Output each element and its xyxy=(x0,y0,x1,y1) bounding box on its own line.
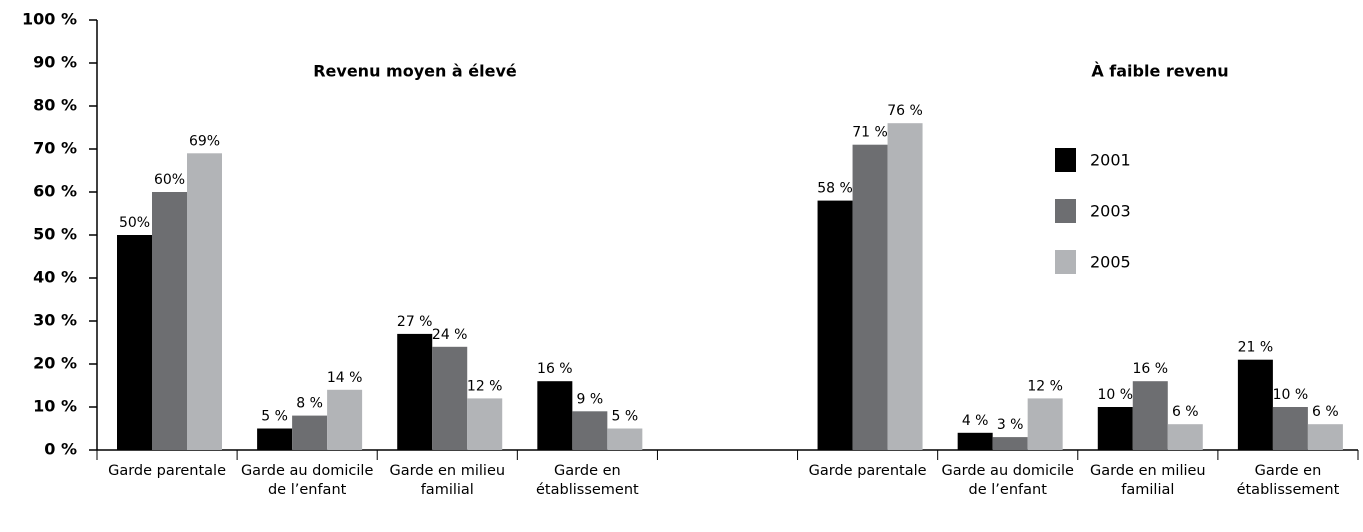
value-label: 4 % xyxy=(962,413,989,429)
x-tick-label: Garde en milieu familial xyxy=(389,463,506,498)
bar xyxy=(817,200,853,450)
value-label: 16 % xyxy=(1132,361,1168,377)
bar xyxy=(432,346,468,450)
y-tick-label: 30 % xyxy=(33,311,77,330)
x-tick-label: Garde en établissement xyxy=(536,463,639,498)
bar xyxy=(152,192,187,450)
bar xyxy=(852,144,888,450)
bar xyxy=(992,437,1028,450)
bar xyxy=(327,389,363,450)
value-label: 27 % xyxy=(397,314,433,330)
value-label: 5 % xyxy=(611,409,638,425)
value-label: 5 % xyxy=(261,409,288,425)
y-tick-label: 20 % xyxy=(33,354,77,373)
bar xyxy=(1097,407,1133,450)
bar xyxy=(1132,381,1168,450)
y-tick-label: 10 % xyxy=(33,397,77,416)
value-label: 69% xyxy=(189,133,220,149)
value-label: 58 % xyxy=(817,181,853,197)
bar xyxy=(1307,424,1343,450)
value-label: 6 % xyxy=(1312,404,1339,420)
y-tick-label: 40 % xyxy=(33,268,77,287)
value-label: 12 % xyxy=(467,378,503,394)
value-label: 6 % xyxy=(1172,404,1199,420)
x-tick-label: Garde au domicile de l’enfant xyxy=(941,463,1074,498)
bar xyxy=(537,381,573,450)
bar xyxy=(1272,407,1308,450)
value-label: 9 % xyxy=(576,391,603,407)
bar xyxy=(1027,398,1063,450)
y-tick-label: 0 % xyxy=(44,440,77,459)
value-label: 8 % xyxy=(296,396,323,412)
bar xyxy=(607,428,643,450)
x-tick-label: Garde en milieu familial xyxy=(1090,463,1206,498)
bar xyxy=(887,123,923,450)
value-label: 3 % xyxy=(997,417,1024,433)
y-tick-label: 80 % xyxy=(33,96,77,115)
value-label: 10 % xyxy=(1097,387,1133,403)
y-tick-label: 60 % xyxy=(33,182,77,201)
group-title: Revenu moyen à élevé xyxy=(313,62,517,81)
value-label: 10 % xyxy=(1273,387,1309,403)
y-tick-label: 70 % xyxy=(33,139,77,158)
bar xyxy=(957,432,993,450)
y-tick-label: 100 % xyxy=(22,10,77,29)
bar xyxy=(572,411,608,450)
value-label: 71 % xyxy=(852,125,888,141)
value-label: 76 % xyxy=(887,103,923,119)
value-label: 21 % xyxy=(1238,340,1274,356)
group-title: À faible revenu xyxy=(1091,62,1228,81)
bar xyxy=(1237,359,1273,450)
value-label: 60% xyxy=(154,172,185,188)
value-label: 50% xyxy=(119,215,150,231)
value-label: 24 % xyxy=(432,327,468,343)
bar xyxy=(467,398,503,450)
x-tick-label: Garde parentale xyxy=(108,463,227,479)
value-label: 12 % xyxy=(1027,378,1063,394)
legend-swatch xyxy=(1055,250,1076,274)
legend-label: 2003 xyxy=(1090,202,1131,221)
bar xyxy=(117,235,152,450)
bar xyxy=(1167,424,1203,450)
value-label: 16 % xyxy=(537,361,573,377)
x-tick-label: Garde parentale xyxy=(808,463,927,479)
y-tick-label: 50 % xyxy=(33,225,77,244)
x-tick-label: Garde au domicile de l’enfant xyxy=(240,463,374,498)
y-tick-label: 90 % xyxy=(33,53,77,72)
legend-swatch xyxy=(1055,148,1076,172)
legend-label: 2005 xyxy=(1090,253,1131,272)
bar xyxy=(292,415,328,450)
bar xyxy=(257,428,293,450)
legend-swatch xyxy=(1055,199,1076,223)
x-tick-label: Garde en établissement xyxy=(1236,463,1340,498)
bar xyxy=(187,153,222,451)
value-label: 14 % xyxy=(327,370,363,386)
legend-label: 2001 xyxy=(1090,151,1131,170)
bar xyxy=(397,333,433,450)
